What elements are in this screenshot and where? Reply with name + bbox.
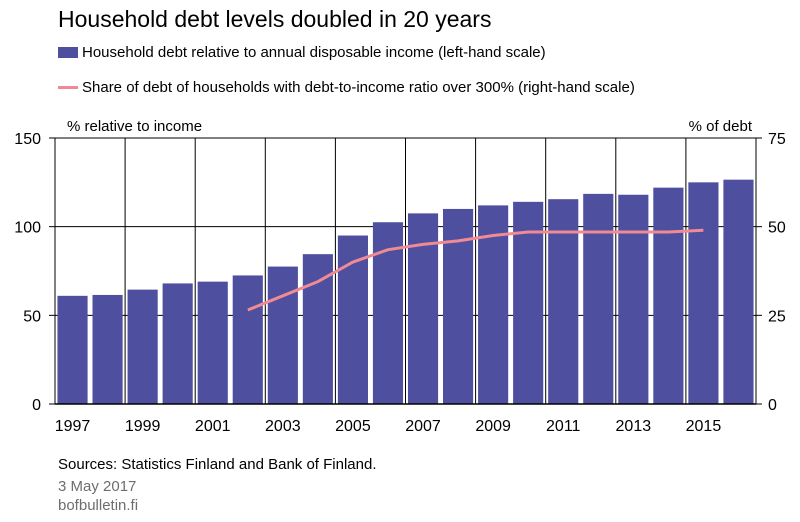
bar (302, 254, 333, 404)
x-tick-label: 2001 (195, 418, 231, 435)
right-axis-title: % of debt (689, 118, 753, 135)
legend-item-bars: Household debt relative to annual dispos… (58, 41, 546, 63)
x-tick-label: 1999 (125, 418, 161, 435)
legend-label-line: Share of debt of households with debt-to… (82, 78, 635, 96)
bar (548, 199, 579, 404)
left-axis-title: % relative to income (67, 118, 202, 135)
x-tick-label: 2013 (616, 418, 652, 435)
x-tick-label: 2007 (405, 418, 441, 435)
bar (197, 281, 228, 404)
y-tick-label-right: 50 (768, 220, 786, 237)
bar (267, 266, 298, 404)
y-tick-label-left: 0 (32, 397, 41, 414)
footer-site: bofbulletin.fi (58, 497, 139, 514)
bar (232, 275, 263, 404)
chart-plot: 150 100 50 0 75 50 25 0 % relative to income % of… (14, 118, 786, 435)
chart-title: Household debt levels doubled in 20 year… (58, 6, 492, 32)
line-series (247, 228, 704, 312)
bar (57, 295, 88, 404)
y-tick-label-left: 50 (23, 308, 41, 325)
y-tick-label-left: 150 (14, 131, 41, 148)
legend-item-line: Share of debt of households with debt-to… (58, 76, 635, 98)
bar (92, 294, 123, 404)
y-tick-label-right: 25 (768, 308, 786, 325)
y-tick-label-left: 100 (14, 220, 41, 237)
x-tick-label: 2003 (265, 418, 301, 435)
bar (162, 283, 193, 404)
x-tick-label: 1997 (55, 418, 91, 435)
legend-swatch-bar (58, 46, 78, 58)
x-tick-label: 2005 (335, 418, 371, 435)
footer-date: 3 May 2017 (58, 478, 137, 495)
legend-swatch-line (58, 85, 78, 89)
bar (723, 179, 754, 404)
legend-label-bars: Household debt relative to annual dispos… (82, 43, 546, 61)
bar (688, 182, 719, 404)
bar (583, 193, 614, 404)
y-tick-label-right: 0 (768, 397, 777, 414)
bar (513, 201, 544, 404)
footer-sources: Sources: Statistics Finland and Bank of … (58, 456, 377, 473)
y-tick-label-right: 75 (768, 131, 786, 148)
x-tick-label: 2015 (686, 418, 722, 435)
bar (127, 289, 158, 404)
bar (653, 187, 684, 404)
x-tick-label: 2011 (546, 418, 581, 435)
x-tick-label: 2009 (475, 418, 511, 435)
bar (618, 194, 649, 404)
